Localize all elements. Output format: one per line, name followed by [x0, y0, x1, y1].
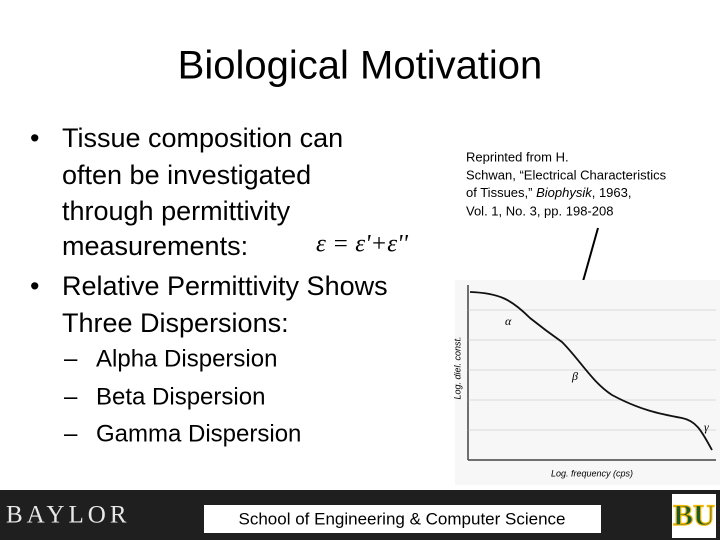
- sub-bullets: – Alpha Dispersion – Beta Dispersion – G…: [64, 345, 301, 447]
- bullet-line: measurements:: [62, 231, 248, 261]
- citation-text: , 1963,: [592, 185, 632, 200]
- citation-line: of Tissues,” Biophysik, 1963,: [466, 185, 631, 200]
- bullet-marker: •: [30, 271, 39, 301]
- sub-bullet: Gamma Dispersion: [96, 420, 301, 447]
- footer-box: [204, 505, 601, 533]
- bullet-line: Three Dispersions:: [62, 308, 289, 338]
- citation: Reprinted from H. Schwan, “Electrical Ch…: [466, 149, 667, 218]
- citation-line: Reprinted from H.: [466, 149, 569, 164]
- footer: BAYLOR School of Engineering & Computer …: [0, 490, 720, 540]
- equation: ε = ε'+ε'': [316, 231, 408, 258]
- figure-background: [455, 280, 720, 485]
- dispersion-curve: [469, 291, 713, 451]
- logo-background: [672, 494, 716, 538]
- citation-line: Vol. 1, No. 3, pp. 198-208: [466, 203, 613, 218]
- bullets: • Tissue composition can often be invest…: [30, 123, 388, 338]
- slide-title: Biological Motivation: [178, 44, 543, 88]
- figure-grid: [468, 309, 716, 431]
- sub-bullet: Alpha Dispersion: [96, 345, 277, 372]
- citation-text: of Tissues,”: [466, 185, 536, 200]
- citation-line: Schwan, “Electrical Characteristics: [466, 167, 667, 182]
- bullet-line: Tissue composition can: [62, 123, 343, 153]
- sub-bullet-marker: –: [64, 345, 78, 372]
- footer-logo: BU: [673, 499, 715, 532]
- footer-school: School of Engineering & Computer Science: [239, 509, 566, 528]
- bullet-line: Relative Permittivity Shows: [62, 271, 388, 301]
- figure-y-label: Log. diel. const.: [452, 336, 462, 399]
- figure: α β γ Log. diel. const. Log. frequency (…: [452, 280, 720, 485]
- citation-journal: Biophysik: [536, 185, 593, 200]
- figure-x-label: Log. frequency (cps): [551, 468, 633, 478]
- bullet-line: through permittivity: [62, 196, 291, 226]
- sub-bullet-marker: –: [64, 383, 78, 410]
- bullet-line: often be investigated: [62, 160, 311, 190]
- region-label: β: [571, 369, 578, 383]
- sub-bullet: Beta Dispersion: [96, 383, 265, 410]
- bullet-marker: •: [30, 123, 39, 153]
- region-label: γ: [704, 420, 709, 434]
- sub-bullet-marker: –: [64, 420, 78, 447]
- region-label: α: [505, 314, 512, 328]
- footer-brand: BAYLOR: [6, 502, 131, 529]
